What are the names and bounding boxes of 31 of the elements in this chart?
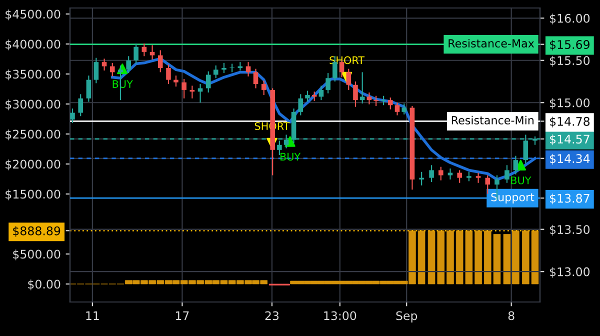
- y2-tick-label: $15.00: [550, 98, 590, 109]
- x-tick-label: 13:00: [324, 311, 356, 320]
- y-tick-label: $4500.00: [6, 10, 60, 20]
- y-tick-label: $2500.00: [6, 130, 60, 140]
- y2-tick-label: $14.78: [550, 116, 590, 128]
- y2-tick-label: $15.69: [550, 40, 590, 51]
- x-tick-label: 17: [176, 311, 189, 320]
- y-tick-label: $3500.00: [6, 70, 60, 80]
- x-tick-label: 23: [265, 311, 279, 320]
- ref-line-label: Resistance-Max: [448, 38, 534, 48]
- data-label: BUY: [511, 176, 532, 184]
- y-tick-label: $500.00: [13, 250, 60, 260]
- ref-line-label: Resistance-Min: [452, 116, 534, 124]
- y2-tick-label: $13.50: [550, 224, 590, 236]
- x-tick-label: 8: [508, 311, 514, 320]
- y2-tick-label: $16.00: [550, 14, 590, 24]
- x-tick-label: Sep: [396, 311, 418, 322]
- ref-line-label: Support: [491, 192, 534, 204]
- y-tick-label: $4000.00: [6, 40, 60, 50]
- y2-tick-label: $14.34: [550, 154, 590, 165]
- y2-tick-label: $14.57: [550, 134, 590, 146]
- y2-tick-label: $15.50: [550, 56, 590, 67]
- data-label: BUY: [280, 152, 301, 161]
- x-tick-label: 11: [86, 311, 99, 320]
- y-tick-label: $1500.00: [6, 190, 60, 200]
- y2-tick-label: $13.87: [550, 194, 590, 204]
- y-tick-label: $3000.00: [6, 100, 60, 110]
- y-tick-label: $888.89: [13, 226, 60, 237]
- y-tick-label: $2000.00: [6, 160, 60, 170]
- y-tick-label: $0.00: [28, 280, 60, 290]
- y2-tick-label: $13.00: [550, 267, 590, 278]
